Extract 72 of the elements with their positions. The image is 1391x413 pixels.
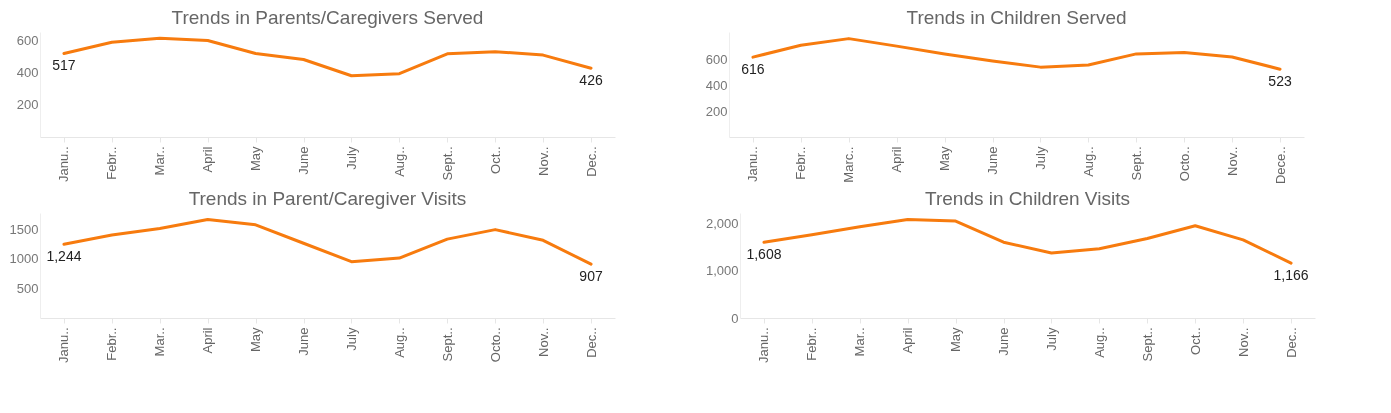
x-tick-label: Dec.. <box>1283 327 1299 358</box>
x-tick-label: Febr.. <box>104 146 120 180</box>
y-tick-label: 1500 <box>9 221 39 237</box>
x-tick-label: Mar.. <box>152 327 168 357</box>
x-tick-label: Oct.. <box>487 146 503 174</box>
x-tick-label: Aug.. <box>391 327 407 358</box>
x-tick-label: Sept.. <box>1128 146 1144 181</box>
y-tick-label: 2,000 <box>705 216 739 232</box>
x-tick-label: April <box>200 146 216 173</box>
x-tick-label: June <box>996 327 1012 356</box>
x-tick-label: Marc.. <box>841 146 857 183</box>
x-tick-label: Febr.. <box>793 146 809 180</box>
x-tick-label: Aug.. <box>391 146 407 177</box>
x-tick-label: Aug.. <box>1080 146 1096 177</box>
x-tick-label: Nov.. <box>535 146 551 176</box>
x-tick-label: April <box>200 327 216 354</box>
data-label: 517 <box>52 57 76 74</box>
x-tick-label: Janu.. <box>56 146 72 182</box>
y-tick-label: 1,000 <box>705 263 739 279</box>
x-tick-label: Nov.. <box>1235 327 1251 357</box>
y-tick-label: 200 <box>705 103 728 119</box>
x-tick-label: July <box>1032 146 1048 170</box>
y-tick-label: 200 <box>16 97 39 113</box>
chart-title: Trends in Children Visits <box>925 188 1130 209</box>
data-label: 523 <box>1268 73 1292 90</box>
x-tick-label: June <box>296 146 312 175</box>
x-tick-label: June <box>296 327 312 356</box>
x-tick-label: Mar.. <box>852 327 868 357</box>
x-tick-label: May <box>248 327 264 353</box>
data-label: 1,166 <box>1273 267 1309 284</box>
data-label: 426 <box>579 72 603 89</box>
x-tick-label: Oct.. <box>1187 327 1203 355</box>
y-tick-label: 600 <box>705 51 728 67</box>
y-tick-label: 500 <box>16 280 39 296</box>
data-label: 616 <box>741 61 765 78</box>
x-tick-label: April <box>900 327 916 354</box>
x-tick-label: Sept.. <box>439 146 455 181</box>
x-tick-label: Mar.. <box>152 146 168 176</box>
x-tick-label: Febr.. <box>104 327 120 361</box>
x-tick-label: April <box>889 146 905 173</box>
chart-title: Trends in Parents/Caregivers Served <box>171 7 484 28</box>
x-tick-label: Janu.. <box>745 146 761 182</box>
x-tick-label: July <box>1043 327 1059 351</box>
x-tick-label: Febr.. <box>804 327 820 361</box>
x-tick-label: Nov.. <box>535 327 551 357</box>
x-tick-label: Octo.. <box>487 327 503 363</box>
x-tick-label: Sept.. <box>439 327 455 362</box>
y-tick-label: 1000 <box>9 251 39 267</box>
y-tick-label: 600 <box>16 32 39 48</box>
x-tick-label: May <box>937 146 953 172</box>
chart-title: Trends in Parent/Caregiver Visits <box>188 188 467 209</box>
x-tick-label: June <box>985 146 1001 175</box>
x-tick-label: July <box>343 146 359 170</box>
x-tick-label: July <box>343 327 359 351</box>
x-tick-label: Janu.. <box>756 327 772 363</box>
y-tick-label: 400 <box>705 77 728 93</box>
data-label: 1,244 <box>46 248 82 265</box>
x-tick-label: Dec.. <box>583 146 599 177</box>
x-tick-label: Dec.. <box>583 327 599 358</box>
data-label: 1,608 <box>746 246 782 263</box>
x-tick-label: Dece.. <box>1272 146 1288 185</box>
data-label: 907 <box>579 268 603 285</box>
x-tick-label: May <box>248 146 264 172</box>
x-tick-label: Nov.. <box>1224 146 1240 176</box>
y-tick-label: 0 <box>731 310 739 326</box>
x-tick-label: Janu.. <box>56 327 72 363</box>
x-tick-label: Aug.. <box>1091 327 1107 358</box>
x-tick-label: Sept.. <box>1139 327 1155 362</box>
y-tick-label: 400 <box>16 64 39 80</box>
x-tick-label: Octo.. <box>1176 146 1192 182</box>
chart-title: Trends in Children Served <box>906 7 1127 28</box>
x-tick-label: May <box>948 327 964 353</box>
